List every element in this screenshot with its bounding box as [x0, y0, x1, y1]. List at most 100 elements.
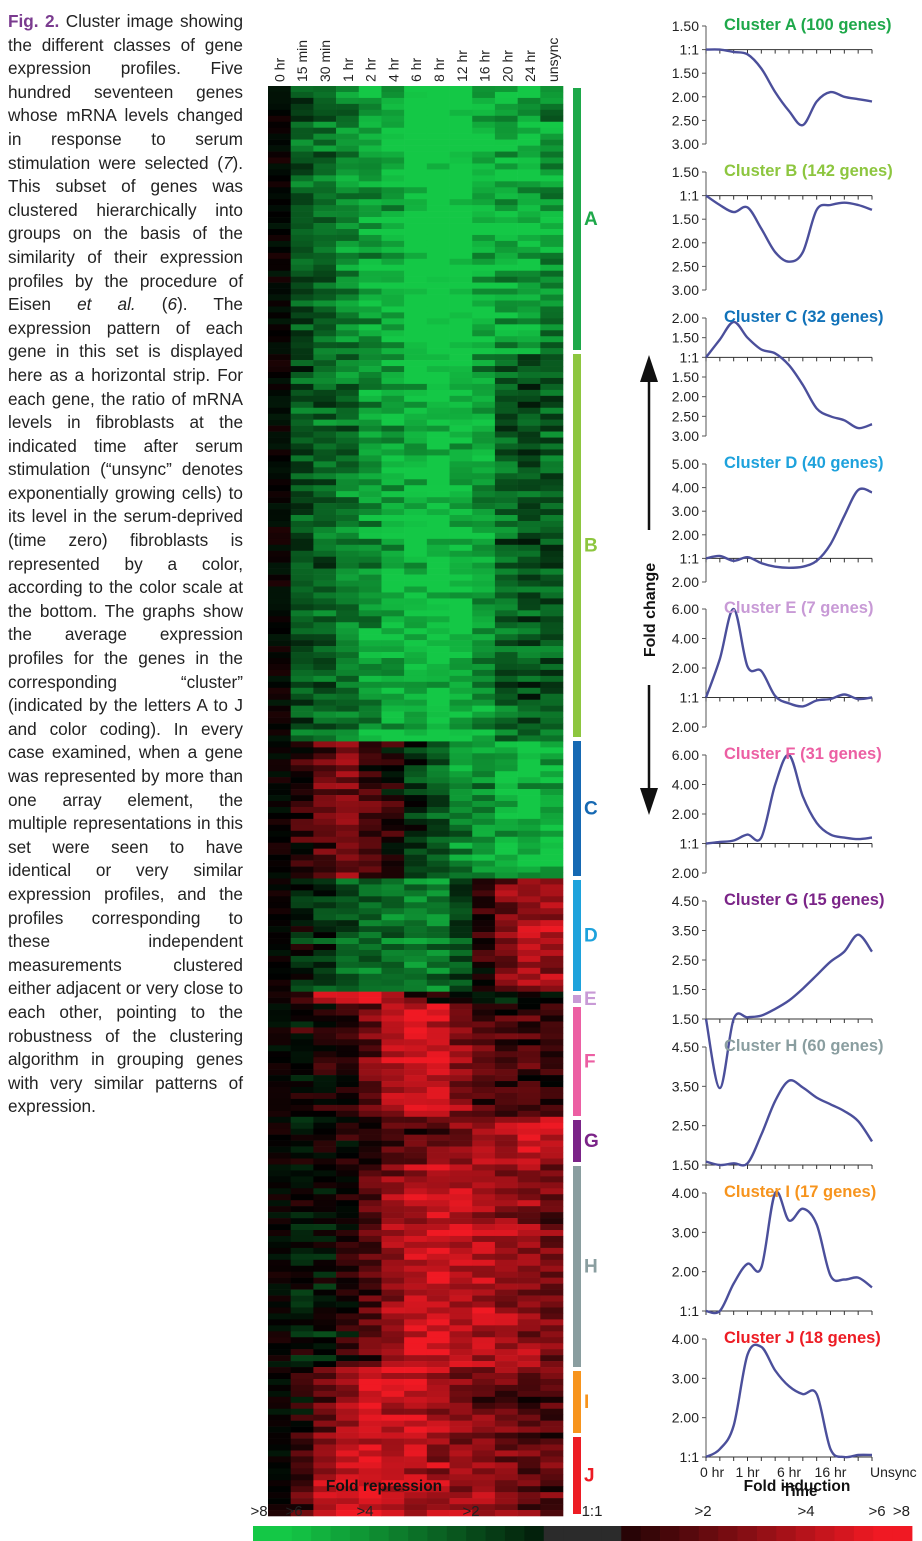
heatmap-cell: [426, 1033, 450, 1040]
heatmap-cell: [336, 646, 360, 653]
heatmap-cell: [540, 1003, 564, 1010]
heatmap-cell: [358, 276, 382, 283]
heatmap-cell: [268, 1438, 291, 1445]
heatmap-cell: [313, 806, 337, 814]
heatmap-cell: [404, 97, 428, 105]
heatmap-cell: [358, 556, 382, 563]
heatmap-cell: [404, 1504, 428, 1511]
heatmap-cell: [449, 1098, 473, 1106]
heatmap-cell: [449, 562, 473, 569]
heatmap-cell: [358, 1492, 382, 1499]
cluster-letter-c: C: [584, 799, 598, 820]
heatmap-cell: [517, 711, 541, 718]
heatmap-cell: [336, 1009, 360, 1016]
heatmap-cell: [517, 157, 541, 164]
heatmap-cell: [290, 497, 314, 504]
heatmap-cell: [404, 1027, 428, 1034]
heatmap-cell: [449, 407, 473, 415]
heatmap-cell: [404, 229, 428, 236]
heatmap-cell: [404, 646, 428, 653]
heatmap-cell: [358, 1444, 382, 1451]
heatmap-cell: [268, 1283, 291, 1290]
heatmap-cell: [358, 1116, 382, 1124]
heatmap-cell: [494, 348, 518, 355]
heatmap-cell: [313, 401, 337, 409]
heatmap-cell: [268, 783, 291, 790]
heatmap-cell: [517, 669, 541, 677]
heatmap-cell: [313, 1408, 337, 1416]
heatmap-cell: [336, 812, 360, 820]
heatmap-cell: [313, 1015, 337, 1022]
heatmap-cell: [494, 1408, 518, 1416]
heatmap-cell: [313, 622, 337, 629]
heatmap-cell: [449, 1045, 473, 1052]
heatmap-cell: [540, 723, 564, 730]
heatmap-cell: [290, 610, 314, 617]
heatmap-cell: [517, 675, 541, 683]
heatmap-cell: [494, 1170, 518, 1177]
heatmap-cell: [381, 705, 405, 712]
heatmap-cell: [336, 229, 360, 236]
heatmap-cell: [404, 425, 428, 432]
heatmap-cell: [540, 741, 564, 748]
heatmap-cell: [268, 1450, 291, 1457]
heatmap-cell: [313, 830, 337, 838]
heatmap-cell: [290, 1337, 314, 1344]
heatmap-cell: [313, 1331, 337, 1338]
heatmap-cells: [268, 86, 564, 1517]
heatmap-cell: [358, 1504, 382, 1511]
heatmap-cell: [290, 604, 314, 611]
heatmap-cell: [358, 503, 382, 510]
heatmap-cell: [494, 652, 518, 659]
heatmap-cell: [268, 1247, 291, 1255]
heatmap-cell: [381, 1027, 405, 1034]
heatmap-cell: [472, 860, 496, 867]
heatmap-cell: [404, 1367, 428, 1374]
heatmap-cell: [426, 199, 450, 206]
heatmap-cell: [268, 246, 291, 254]
heatmap-cell: [290, 1009, 314, 1016]
heatmap-cell: [426, 1194, 450, 1201]
heatmap-cell: [381, 258, 405, 266]
heatmap-cell: [336, 139, 360, 146]
heatmap-cell: [540, 431, 564, 438]
heatmap-cell: [358, 979, 382, 987]
heatmap-cell: [494, 413, 518, 420]
heatmap-cell: [494, 91, 518, 99]
heatmap-cell: [472, 944, 496, 951]
heatmap-cell: [426, 1325, 450, 1332]
heatmap-cell: [336, 902, 360, 909]
heatmap-cell: [313, 1402, 337, 1410]
heatmap-cell: [540, 240, 564, 248]
heatmap-cell: [449, 1009, 473, 1016]
heatmap-cell: [494, 479, 518, 486]
heatmap-cell: [290, 729, 314, 736]
heatmap-cell: [426, 377, 450, 385]
heatmap-cell: [290, 515, 314, 522]
heatmap-cell: [290, 133, 314, 140]
color-scale-swatch: [660, 1526, 680, 1541]
heatmap-cell: [494, 997, 518, 1004]
heatmap-cell: [404, 729, 428, 736]
heatmap-cell: [472, 961, 496, 969]
heatmap-cell: [313, 234, 337, 242]
heatmap-cell: [449, 586, 473, 593]
heatmap-cell: [268, 1307, 291, 1314]
heatmap-cell: [290, 753, 314, 760]
heatmap-cell: [336, 949, 360, 957]
heatmap-cell: [517, 544, 541, 552]
heatmap-cell: [313, 461, 337, 468]
heatmap-cell: [449, 157, 473, 164]
heatmap-cell: [426, 884, 450, 891]
heatmap-cell: [517, 413, 541, 420]
heatmap-cell: [404, 169, 428, 176]
heatmap-cell: [381, 1432, 405, 1439]
heatmap-cell: [336, 848, 360, 855]
heatmap-cell: [517, 1331, 541, 1338]
heatmap-cell: [268, 1134, 291, 1141]
heatmap-cell: [494, 753, 518, 760]
heatmap-cell: [472, 252, 496, 260]
heatmap-cell: [404, 1414, 428, 1421]
heatmap-cell: [290, 658, 314, 665]
heatmap-cell: [426, 407, 450, 415]
